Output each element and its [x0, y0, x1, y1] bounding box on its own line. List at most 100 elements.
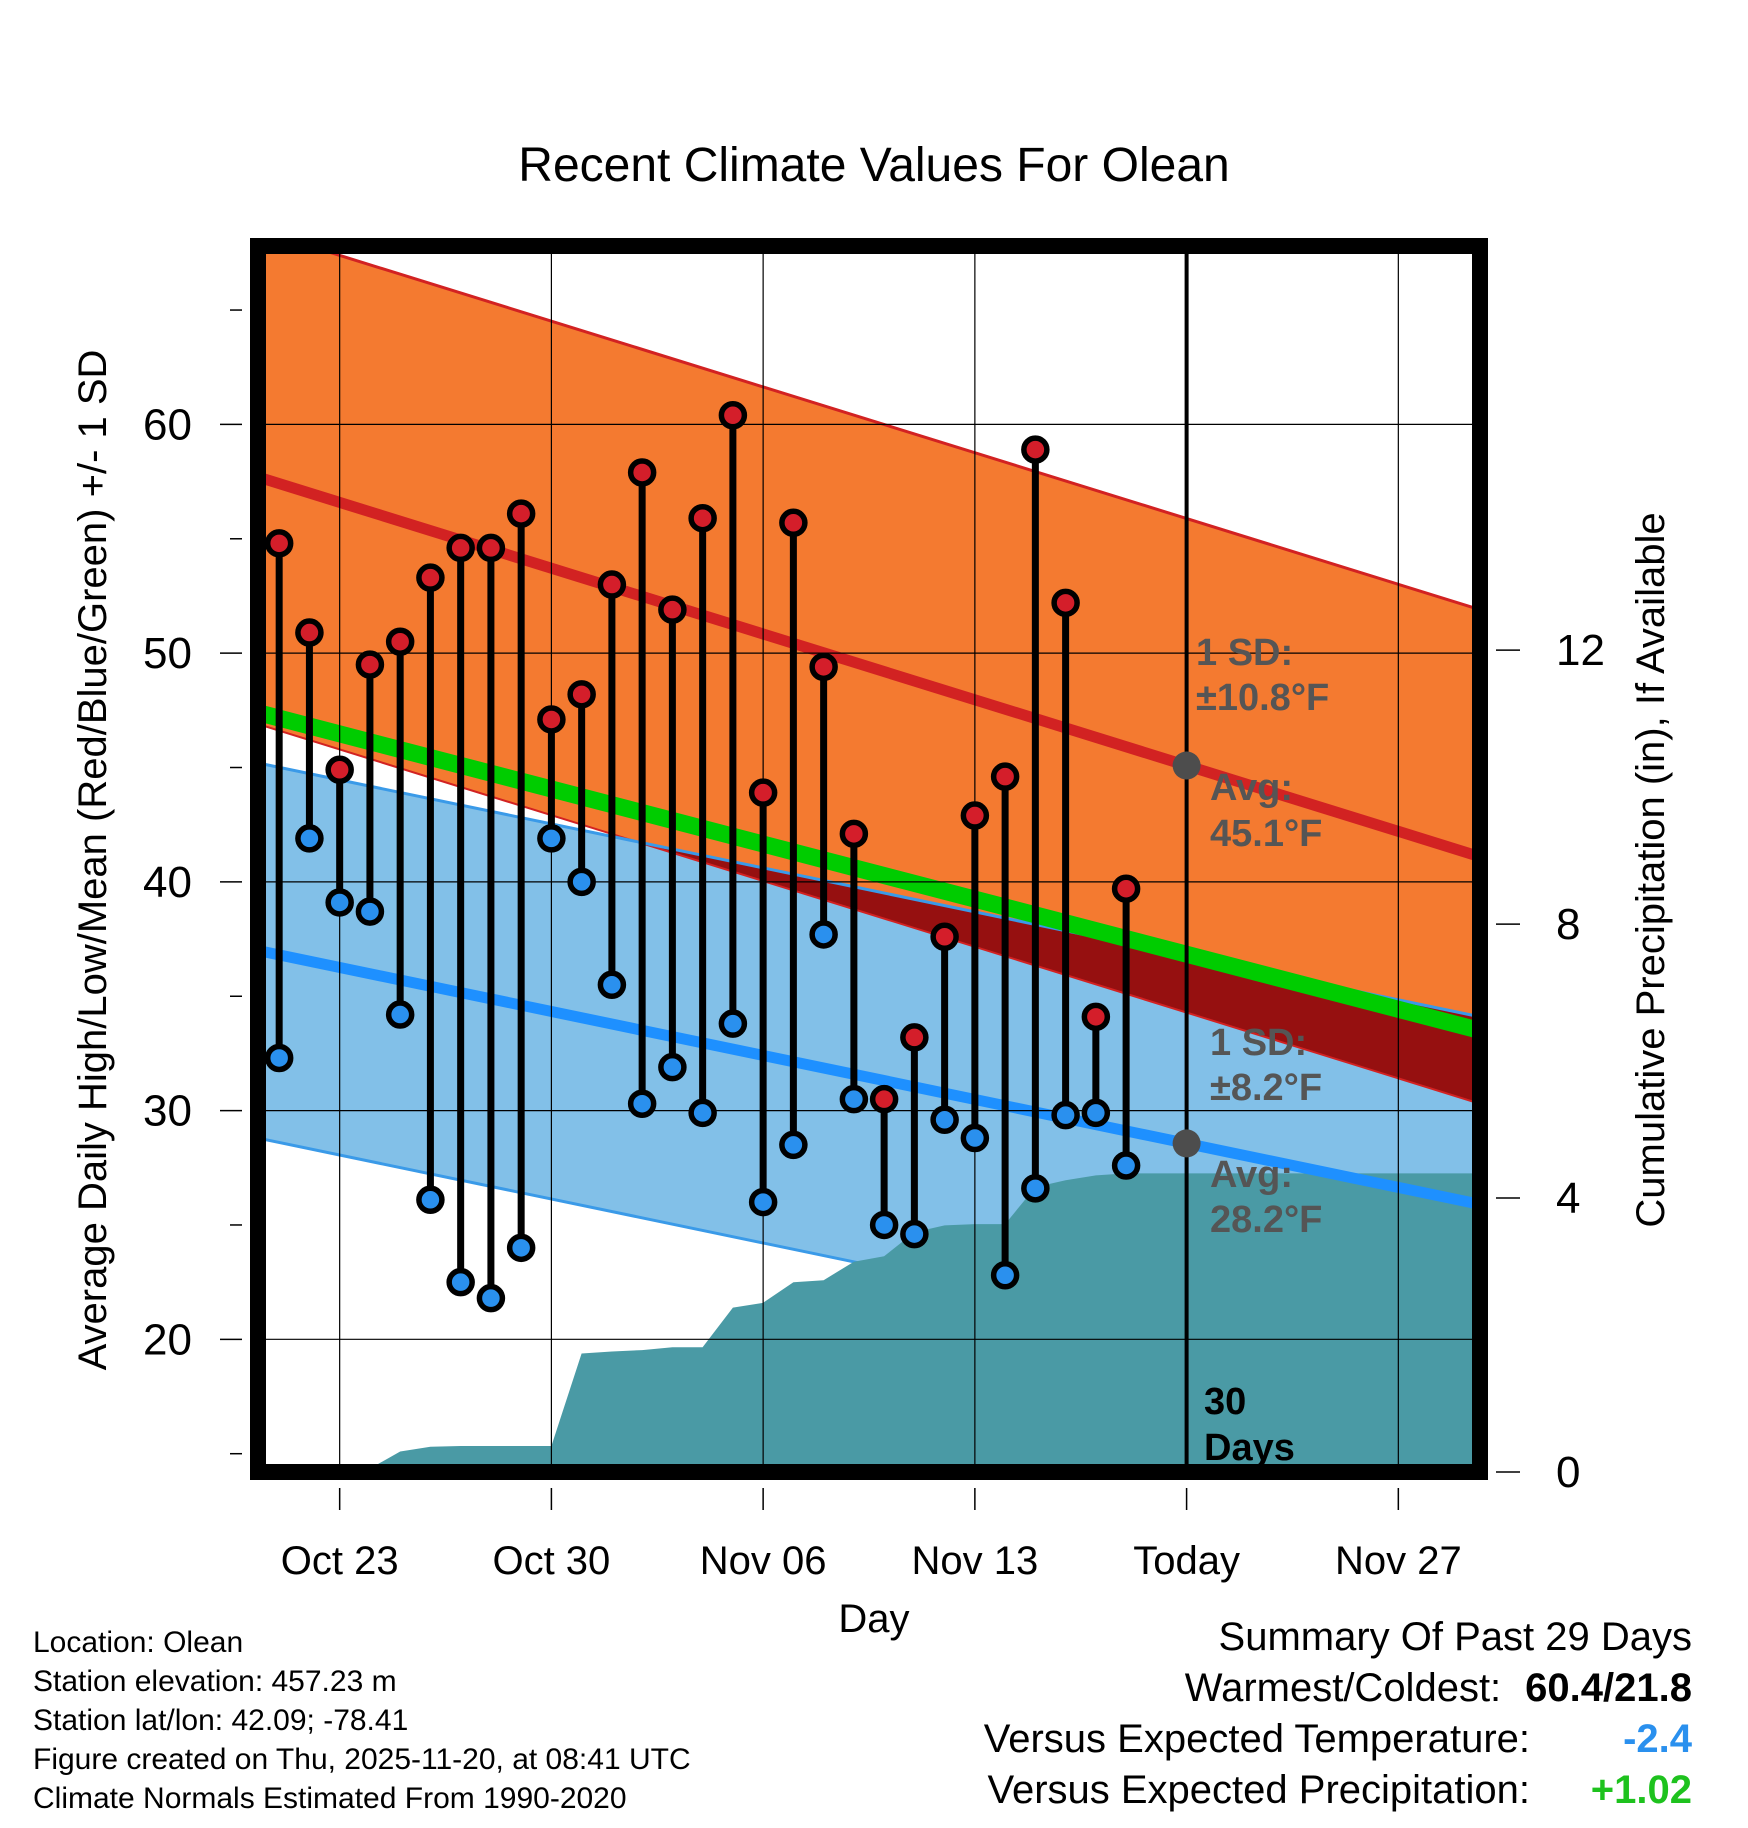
daily-low-point — [567, 867, 596, 897]
daily-low-point — [1081, 1098, 1111, 1128]
daily-high-point — [416, 563, 445, 592]
daily-low-point — [900, 1219, 929, 1249]
daily-low-point — [990, 1261, 1020, 1290]
high-sd-label: 1 SD: — [1196, 632, 1293, 674]
y-tick-label: 60 — [143, 400, 192, 449]
created-text: Figure created on Thu, 2025-11-20, at 08… — [33, 1743, 691, 1776]
precip-departure-value: +1.02 — [1590, 1768, 1692, 1812]
x-tick-label: Oct 23 — [281, 1539, 399, 1583]
daily-high-point — [476, 533, 506, 563]
daily-low-point — [627, 1089, 657, 1118]
high-avg-value: 45.1°F — [1210, 813, 1322, 855]
low-sd-value: ±8.2°F — [1210, 1067, 1322, 1109]
daily-high-point — [506, 499, 536, 528]
y-tick-label: 20 — [143, 1315, 192, 1364]
elevation-text: Station elevation: 457.23 m — [33, 1665, 397, 1698]
temp-departure-label: Versus Expected Temperature: — [983, 1717, 1530, 1761]
latlon-text: Station lat/lon: 42.09; -78.41 — [33, 1704, 409, 1737]
daily-high-point — [537, 705, 566, 734]
daily-high-point — [748, 778, 778, 807]
daily-high-point — [930, 922, 959, 952]
plot-frame — [250, 238, 1488, 1480]
summary-heading: Summary Of Past 29 Days — [1218, 1615, 1692, 1659]
daily-high-point — [990, 762, 1020, 791]
daily-low-point — [446, 1267, 475, 1297]
daily-high-point — [446, 533, 475, 563]
daily-high-point — [567, 680, 596, 709]
daily-low-point — [839, 1084, 869, 1114]
chart-labels: 20 30 40 50 60 0 4 8 12 Oct 23 Oct 30 Nov 06 Nov 13 T… — [71, 350, 1673, 1641]
high-avg-label: Avg: — [1210, 767, 1293, 809]
daily-high-point — [718, 401, 748, 430]
daily-low-point — [779, 1130, 808, 1160]
temp-departure-row: Versus Expected Temperature: -2.4 — [984, 1714, 1692, 1765]
daily-low-point — [476, 1283, 506, 1313]
daily-low-point — [325, 888, 354, 917]
daily-low-point — [960, 1123, 990, 1153]
axes — [220, 238, 1520, 1510]
today-high-avg-dot — [1172, 751, 1201, 780]
daily-low-point — [264, 1043, 294, 1073]
temp-departure-value: -2.4 — [1623, 1717, 1692, 1761]
daily-high-point — [869, 1084, 899, 1114]
daily-high-point — [1081, 1002, 1111, 1032]
y-tick-label: 50 — [143, 629, 192, 678]
daily-high-point — [900, 1023, 929, 1052]
precip-area — [258, 1173, 1480, 1472]
low-avg-value: 28.2°F — [1210, 1199, 1322, 1241]
x-tick-label: Nov 27 — [1335, 1539, 1462, 1583]
high-sd-band — [258, 246, 1480, 1104]
daily-low-point — [1021, 1174, 1050, 1203]
today-days-count: 30 — [1204, 1381, 1246, 1423]
x-axis-label: Day — [838, 1597, 909, 1641]
daily-high-point — [839, 819, 869, 849]
y2-axis-label: Cumulative Precipitation (in), If Availa… — [1629, 512, 1673, 1227]
daily-high-point — [960, 801, 990, 830]
warmest-coldest-value: 60.4/21.8 — [1525, 1666, 1692, 1710]
daily-high-point — [385, 627, 415, 656]
daily-low-point — [355, 897, 385, 926]
daily-high-point — [1021, 435, 1050, 464]
normals-period-text: Climate Normals Estimated From 1990-2020 — [33, 1782, 627, 1815]
daily-high-point — [597, 570, 627, 599]
daily-high-point — [264, 529, 294, 558]
x-tick-label: Nov 13 — [911, 1539, 1038, 1583]
daily-high-point — [688, 503, 717, 533]
daily-high-point — [1051, 588, 1080, 618]
y2-tick-label: 12 — [1556, 626, 1605, 675]
daily-high-point — [1111, 874, 1141, 903]
daily-low-point — [1051, 1100, 1080, 1130]
y2-tick-label: 8 — [1556, 900, 1580, 949]
high-sd-value: ±10.8°F — [1196, 677, 1329, 719]
low-avg-label: Avg: — [1210, 1154, 1293, 1196]
daily-low-point — [385, 1000, 415, 1029]
high-sd-upper-edge — [304, 246, 1480, 612]
daily-low-point — [295, 824, 324, 853]
daily-low-point — [537, 824, 566, 853]
daily-high-point — [325, 755, 354, 785]
daily-low-point — [688, 1098, 717, 1128]
summary-panel: Summary Of Past 29 Days Warmest/Coldest:… — [984, 1612, 1692, 1816]
x-tick-label: Oct 30 — [492, 1539, 610, 1583]
warmest-coldest-label: Warmest/Coldest: — [1184, 1666, 1502, 1710]
location-text: Location: Olean — [33, 1626, 244, 1659]
daily-low-point — [869, 1210, 899, 1240]
y2-tick-label: 4 — [1556, 1174, 1580, 1223]
daily-low-point — [1111, 1151, 1141, 1180]
daily-high-point — [295, 618, 324, 647]
today-low-avg-dot — [1172, 1129, 1201, 1158]
precip-departure-label: Versus Expected Precipitation: — [987, 1768, 1530, 1812]
today-days-label: Days — [1204, 1427, 1295, 1469]
y-axis-label: Average Daily High/Low/Mean (Red/Blue/Gr… — [71, 350, 115, 1371]
y2-tick-label: 0 — [1556, 1448, 1580, 1497]
daily-high-point — [809, 652, 838, 682]
daily-high-point — [779, 508, 808, 538]
data-marks — [264, 401, 1141, 1313]
daily-low-point — [597, 970, 627, 1000]
daily-high-point — [355, 650, 385, 679]
x-tick-label: Nov 06 — [700, 1539, 827, 1583]
daily-low-point — [658, 1052, 687, 1082]
daily-low-point — [809, 920, 838, 949]
warmest-coldest-row: Warmest/Coldest: 60.4/21.8 — [984, 1663, 1692, 1714]
low-sd-label: 1 SD: — [1210, 1022, 1307, 1064]
